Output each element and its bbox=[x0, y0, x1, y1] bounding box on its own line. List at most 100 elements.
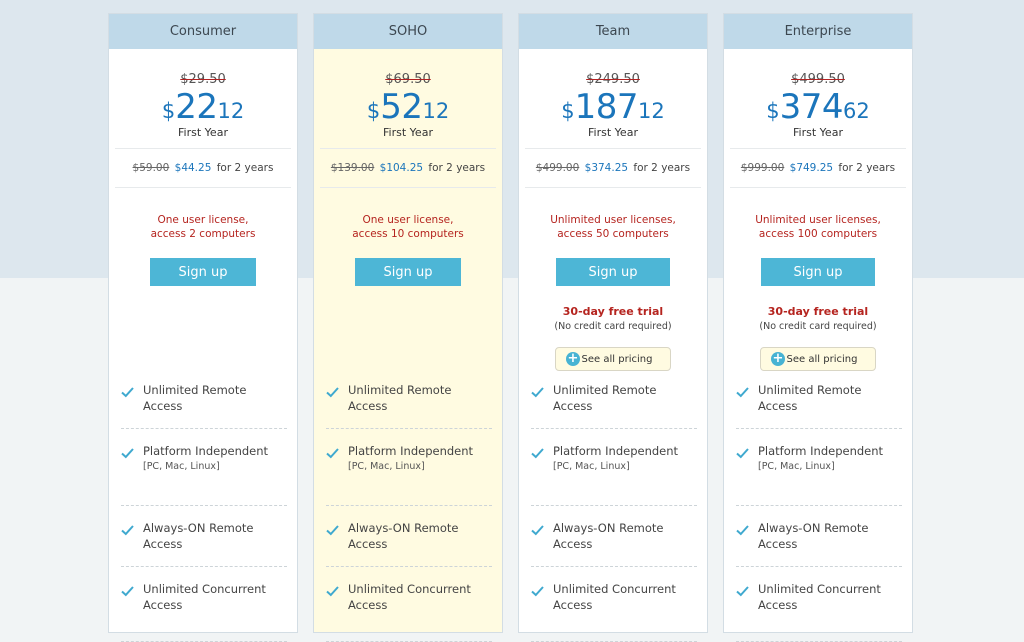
price-cents: 62 bbox=[843, 99, 870, 123]
billing-period: First Year bbox=[793, 126, 843, 139]
divider bbox=[115, 148, 291, 149]
feature-label: Platform Independent bbox=[143, 444, 269, 458]
license-line: access 10 computers bbox=[352, 228, 464, 240]
license-info: Unlimited user licenses, access 100 comp… bbox=[724, 213, 912, 243]
sign-up-button[interactable]: Sign up bbox=[761, 258, 875, 286]
check-icon bbox=[121, 444, 134, 459]
feature-list: Unlimited Remote Access Platform Independ… bbox=[519, 382, 709, 642]
feature-item: Unlimited Concurrent Access bbox=[736, 581, 902, 642]
original-price: $69.50 bbox=[385, 72, 431, 87]
plus-circle-icon: + bbox=[771, 351, 785, 366]
billing-period: First Year bbox=[178, 126, 228, 139]
feature-sublabel: [PC, Mac, Linux] bbox=[143, 461, 220, 472]
two-year-discounted-price: $44.25 bbox=[174, 162, 212, 174]
divider bbox=[320, 187, 496, 188]
feature-item: Platform Independent [PC, Mac, Linux] bbox=[531, 443, 697, 506]
feature-label: Unlimited Concurrent Access bbox=[758, 582, 881, 612]
feature-list: Unlimited Remote Access Platform Independ… bbox=[109, 382, 299, 642]
feature-item: Unlimited Remote Access bbox=[121, 382, 287, 429]
currency-symbol: $ bbox=[766, 99, 780, 123]
feature-item: Unlimited Remote Access bbox=[531, 382, 697, 429]
check-icon bbox=[326, 444, 339, 459]
license-info: One user license, access 2 computers bbox=[109, 213, 297, 243]
divider bbox=[525, 148, 701, 149]
check-icon bbox=[531, 444, 544, 459]
discounted-price: $37462 bbox=[724, 90, 912, 124]
feature-label: Unlimited Remote Access bbox=[553, 383, 657, 413]
license-line: access 2 computers bbox=[150, 228, 256, 240]
feature-item: Unlimited Concurrent Access bbox=[326, 581, 492, 642]
feature-label: Unlimited Remote Access bbox=[758, 383, 862, 413]
check-icon bbox=[736, 383, 749, 398]
two-year-discounted-price: $749.25 bbox=[789, 162, 834, 174]
price-dollars: 22 bbox=[175, 87, 218, 127]
check-icon bbox=[326, 521, 339, 536]
free-trial-label: 30-day free trial bbox=[767, 305, 869, 318]
sign-up-button[interactable]: Sign up bbox=[150, 258, 256, 286]
two-year-original-price: $499.00 bbox=[535, 162, 580, 174]
feature-item: Platform Independent [PC, Mac, Linux] bbox=[326, 443, 492, 506]
see-all-pricing-label: See all pricing bbox=[786, 354, 858, 365]
check-icon bbox=[121, 521, 134, 536]
price-dollars: 187 bbox=[574, 87, 639, 127]
two-year-original-price: $59.00 bbox=[132, 162, 170, 174]
feature-label: Always-ON Remote Access bbox=[553, 521, 664, 551]
two-year-price: $999.00 $749.25 for 2 years bbox=[724, 161, 912, 187]
two-year-label: for 2 years bbox=[216, 162, 274, 174]
license-line: One user license, bbox=[157, 214, 249, 226]
feature-label: Unlimited Concurrent Access bbox=[348, 582, 471, 612]
sign-up-button[interactable]: Sign up bbox=[556, 258, 670, 286]
feature-label: Unlimited Concurrent Access bbox=[143, 582, 266, 612]
two-year-price: $499.00 $374.25 for 2 years bbox=[519, 161, 707, 187]
feature-label: Unlimited Remote Access bbox=[348, 383, 452, 413]
see-all-pricing-button[interactable]: + See all pricing bbox=[555, 347, 671, 371]
two-year-label: for 2 years bbox=[633, 162, 691, 174]
license-info: One user license, access 10 computers bbox=[314, 213, 502, 243]
feature-list: Unlimited Remote Access Platform Independ… bbox=[314, 382, 504, 642]
see-all-pricing-label: See all pricing bbox=[581, 354, 653, 365]
check-icon bbox=[326, 383, 339, 398]
divider bbox=[525, 187, 701, 188]
plan-enterprise: Enterprise $499.50 $37462 First Year $99… bbox=[723, 13, 913, 642]
feature-label: Always-ON Remote Access bbox=[143, 521, 254, 551]
feature-label: Unlimited Remote Access bbox=[143, 383, 247, 413]
currency-symbol: $ bbox=[366, 99, 381, 123]
two-year-price: $139.00 $104.25 for 2 years bbox=[314, 161, 502, 187]
free-trial-label: 30-day free trial bbox=[562, 305, 664, 318]
license-line: access 50 computers bbox=[557, 228, 669, 240]
two-year-discounted-price: $374.25 bbox=[584, 162, 629, 174]
sign-up-button[interactable]: Sign up bbox=[355, 258, 461, 286]
feature-item: Platform Independent [PC, Mac, Linux] bbox=[121, 443, 287, 506]
price-dollars: 52 bbox=[380, 87, 423, 127]
feature-label: Unlimited Concurrent Access bbox=[553, 582, 676, 612]
check-icon bbox=[531, 383, 544, 398]
plan-name: Enterprise bbox=[724, 14, 912, 49]
license-line: One user license, bbox=[362, 214, 454, 226]
divider bbox=[115, 187, 291, 188]
plan-name: SOHO bbox=[314, 14, 502, 49]
feature-label: Platform Independent bbox=[553, 444, 679, 458]
feature-list: Unlimited Remote Access Platform Independ… bbox=[724, 382, 914, 642]
two-year-original-price: $999.00 bbox=[740, 162, 785, 174]
currency-symbol: $ bbox=[161, 99, 176, 123]
two-year-label: for 2 years bbox=[428, 162, 486, 174]
price-cents: 12 bbox=[422, 99, 450, 123]
plus-circle-icon: + bbox=[566, 351, 580, 366]
two-year-price: $59.00 $44.25 for 2 years bbox=[109, 161, 297, 187]
feature-item: Unlimited Concurrent Access bbox=[121, 581, 287, 642]
check-icon bbox=[121, 383, 134, 398]
two-year-label: for 2 years bbox=[838, 162, 896, 174]
divider bbox=[730, 187, 906, 188]
feature-sublabel: [PC, Mac, Linux] bbox=[348, 461, 425, 472]
feature-label: Always-ON Remote Access bbox=[348, 521, 459, 551]
billing-period: First Year bbox=[588, 126, 638, 139]
pricing-table: Consumer $29.50 $2212 First Year $59.00 … bbox=[108, 13, 914, 642]
no-credit-card-note: (No credit card required) bbox=[554, 321, 672, 332]
discounted-price: $5212 bbox=[314, 90, 502, 124]
plan-name: Consumer bbox=[109, 14, 297, 49]
license-line: Unlimited user licenses, bbox=[550, 214, 676, 226]
feature-item: Always-ON Remote Access bbox=[326, 520, 492, 567]
check-icon bbox=[531, 521, 544, 536]
see-all-pricing-button[interactable]: + See all pricing bbox=[760, 347, 876, 371]
feature-item: Always-ON Remote Access bbox=[121, 520, 287, 567]
